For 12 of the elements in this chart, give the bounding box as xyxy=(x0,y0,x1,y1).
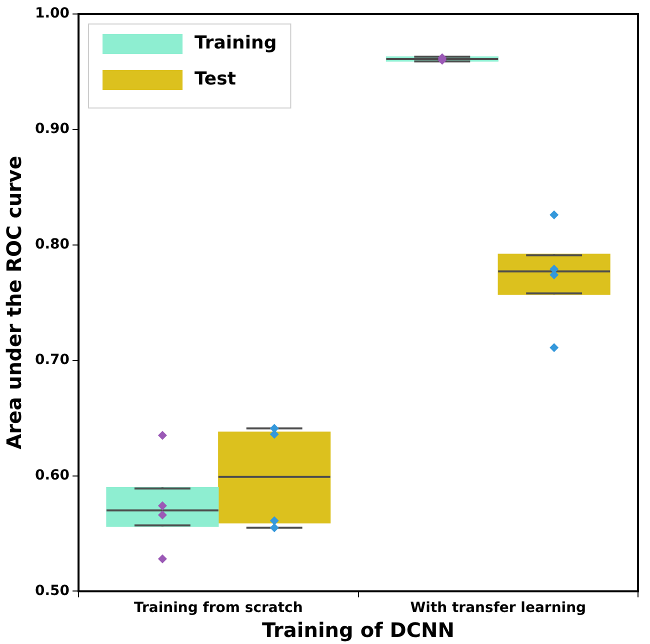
y-tick-label: 0.50 xyxy=(34,582,70,599)
y-axis-title: Area under the ROC curve xyxy=(2,156,26,450)
y-tick-label: 1.00 xyxy=(34,6,70,22)
y-tick-label: 0.70 xyxy=(34,352,70,368)
legend-label: Training xyxy=(194,32,277,54)
y-tick-label: 0.90 xyxy=(34,121,70,138)
x-axis-title: Training of DCNN xyxy=(262,618,454,642)
y-tick-label: 0.80 xyxy=(34,236,70,253)
x-tick-label: Training from scratch xyxy=(134,600,303,616)
y-tick-label: 0.60 xyxy=(34,467,70,484)
x-tick-label: With transfer learning xyxy=(410,600,586,616)
legend-label: Test xyxy=(194,68,236,90)
